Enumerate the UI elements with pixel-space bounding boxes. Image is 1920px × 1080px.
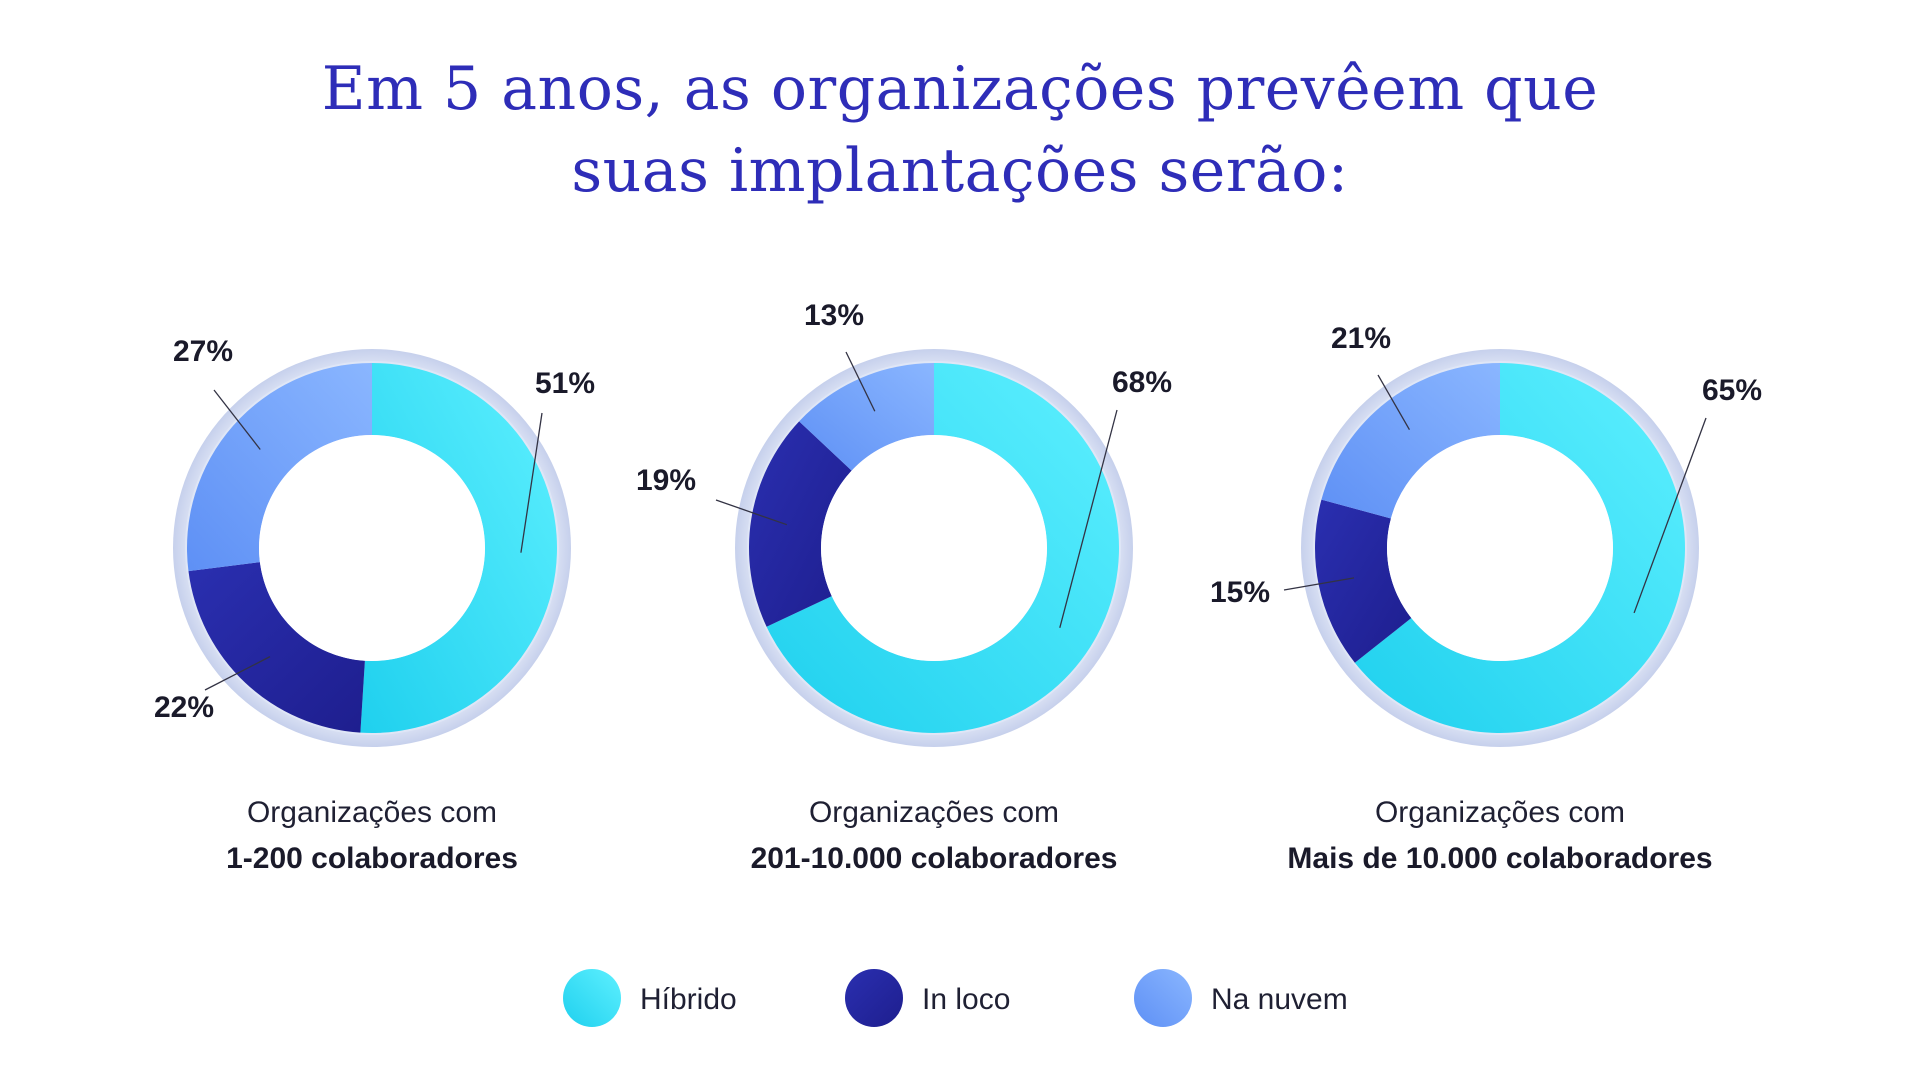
legend-swatch-na-nuvem: [1134, 969, 1192, 1027]
chart-caption-line-1: Organizações com: [1375, 796, 1625, 829]
donut-chart-3: 65% 15% 21% Organizações com Mais de 10.000 …: [1210, 322, 1762, 875]
legend-label-hibrido: Híbrido: [640, 983, 737, 1016]
donut-3-slice-in-loco: [1315, 499, 1412, 663]
legend-swatch-hibrido: [563, 969, 621, 1027]
donut-2-slice-hibrido: [766, 363, 1119, 733]
donut-1-slice-in-loco: [188, 562, 365, 733]
donut-hole: [259, 435, 485, 661]
legend-swatch-in-loco: [845, 969, 903, 1027]
leader-line-hibrido: [1633, 417, 1707, 614]
leader-line-hibrido: [520, 412, 543, 553]
leader-line-hibrido: [1059, 409, 1118, 629]
data-label-in-loco: 19%: [636, 464, 696, 497]
leader-line-na-nuvem: [213, 389, 261, 450]
chart-title: Em 5 anos, as organizações prevêem que s…: [0, 48, 1920, 212]
chart-caption-line-1: Organizações com: [247, 796, 497, 829]
donut-chart-2: 68% 19% 13% Organizações com 201-10.000 cola…: [636, 299, 1172, 875]
leader-line-na-nuvem: [845, 351, 876, 412]
donut-1-slice-na-nuvem: [187, 363, 372, 572]
leader-line-in-loco: [204, 656, 271, 691]
donut-2-slice-in-loco: [749, 421, 852, 627]
chart-caption-line-1: Organizações com: [809, 796, 1059, 829]
leader-line-in-loco: [715, 499, 788, 526]
data-label-in-loco: 15%: [1210, 576, 1270, 609]
data-label-na-nuvem: 13%: [804, 299, 864, 332]
data-label-hibrido: 51%: [535, 367, 595, 400]
donut-3-slice-na-nuvem: [1321, 363, 1500, 519]
legend: Híbrido In loco Na nuvem: [563, 969, 1348, 1027]
donut-1-slice-hibrido: [360, 363, 557, 733]
data-label-na-nuvem: 21%: [1331, 322, 1391, 355]
legend-label-in-loco: In loco: [922, 983, 1010, 1016]
chart-caption-line-2: 1-200 colaboradores: [226, 842, 518, 875]
donut-hole: [1387, 435, 1613, 661]
leader-line-in-loco: [1283, 577, 1355, 591]
donut-2-slice-na-nuvem: [799, 363, 934, 471]
leader-line-na-nuvem: [1377, 374, 1411, 430]
data-label-na-nuvem: 27%: [173, 335, 233, 368]
legend-label-na-nuvem: Na nuvem: [1211, 983, 1348, 1016]
chart-caption-line-2: Mais de 10.000 colaboradores: [1287, 842, 1712, 875]
chart-title-line-2: suas implantações serão:: [571, 136, 1349, 206]
data-label-hibrido: 68%: [1112, 366, 1172, 399]
donut-3-slice-hibrido: [1354, 363, 1685, 733]
donut-hole: [821, 435, 1047, 661]
data-label-in-loco: 22%: [154, 691, 214, 724]
chart-caption-line-2: 201-10.000 colaboradores: [751, 842, 1118, 875]
chart-title-line-1: Em 5 anos, as organizações prevêem que: [321, 54, 1599, 124]
donut-chart-1: 51% 22% 27% Organizações com 1-200 colaborad…: [154, 335, 595, 875]
data-label-hibrido: 65%: [1702, 374, 1762, 407]
